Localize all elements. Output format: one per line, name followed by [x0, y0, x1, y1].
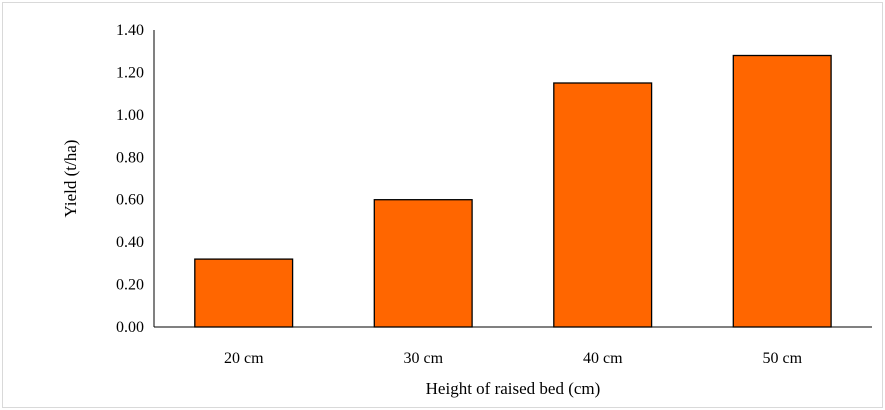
- x-tick-label: 50 cm: [763, 350, 803, 367]
- x-axis-title: Height of raised bed (cm): [426, 379, 601, 398]
- y-tick-label: 0.00: [116, 319, 144, 336]
- x-tick-label: 30 cm: [404, 350, 444, 367]
- bars: [194, 54, 832, 328]
- bar-50-cm: [732, 54, 832, 328]
- y-tick-label: 1.20: [116, 64, 144, 81]
- y-tick-label: 1.40: [116, 22, 144, 39]
- y-tick-label: 0.60: [116, 192, 144, 209]
- x-tick-label: 20 cm: [224, 350, 264, 367]
- y-tick-label: 1.00: [116, 107, 144, 124]
- y-axis-title: Yield (t/ha): [61, 140, 80, 218]
- x-tick-label: 40 cm: [583, 350, 623, 367]
- y-tick-label: 0.80: [116, 149, 144, 166]
- y-tick-label: 0.40: [116, 234, 144, 251]
- y-axis-ticks: 0.00 0.20 0.40 0.60 0.80 1.00 1.20 1.40: [116, 22, 144, 336]
- y-tick-label: 0.20: [116, 277, 144, 294]
- bar-30-cm: [373, 199, 473, 328]
- bar-40-cm: [553, 82, 653, 328]
- x-axis-ticks: 20 cm 30 cm 40 cm 50 cm: [224, 350, 803, 367]
- bar-20-cm: [194, 258, 294, 328]
